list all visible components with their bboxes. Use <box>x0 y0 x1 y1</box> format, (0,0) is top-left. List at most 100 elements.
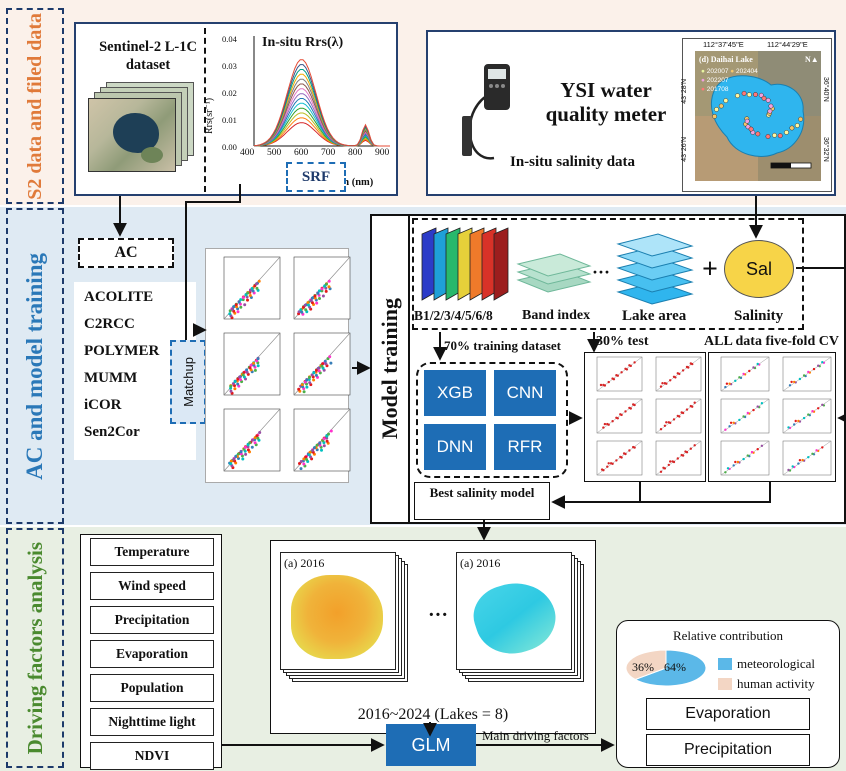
scatter-point <box>299 460 303 463</box>
result-point <box>724 428 727 431</box>
result-point <box>680 453 683 457</box>
scatter-point <box>246 443 250 447</box>
ysi-panel: YSI water quality meter In-situ salinity … <box>426 30 836 196</box>
result-point <box>807 370 810 374</box>
scatter-point <box>322 444 326 448</box>
model-rfr: RFR <box>494 424 556 470</box>
result-point <box>725 382 729 385</box>
scatter-point <box>248 366 252 370</box>
scatter-point <box>311 448 315 452</box>
map-right-tick-2: 36°32'N <box>822 137 829 162</box>
scatter-point <box>248 441 252 445</box>
map-top-ticks: 112°37'45"E 112°44'29"E <box>703 40 808 49</box>
scatter-point <box>302 462 306 466</box>
insitu-ylabel: Rrs(sr⁻¹) <box>204 97 215 134</box>
result-point <box>663 382 667 385</box>
scatter-point <box>329 361 333 365</box>
result-point <box>602 383 605 387</box>
result-point <box>606 422 609 426</box>
x-tick-label: 900 <box>375 148 390 158</box>
main-driving-label: Main driving factors <box>482 728 589 743</box>
pct-met: 64% <box>664 660 686 674</box>
sal-circle: Sal <box>724 240 794 298</box>
scatter-point <box>250 287 254 290</box>
result-point <box>633 361 636 364</box>
scatter-point <box>255 286 259 290</box>
sample-point <box>761 95 767 101</box>
scatter-point <box>238 375 241 379</box>
scatter-point <box>307 453 311 457</box>
result-point <box>619 455 622 459</box>
sentinel-panel: Sentinel-2 L-1C dataset In-situ Rrs(λ) R… <box>74 22 398 196</box>
scatter-point <box>236 310 240 314</box>
train-label: 70% training dataset <box>444 338 561 353</box>
salinity-label: Salinity <box>734 308 784 324</box>
result-point <box>672 418 676 421</box>
result-point <box>788 384 792 387</box>
scatter-point <box>309 299 313 303</box>
result-point <box>689 447 692 450</box>
x-tick-label: 500 <box>267 148 282 158</box>
result-point <box>681 369 685 372</box>
ac-method-item: POLYMER <box>84 343 160 359</box>
result-point <box>736 460 740 464</box>
sample-point <box>741 90 747 96</box>
sample-point <box>765 134 771 139</box>
ac-method-item: MUMM <box>84 370 138 386</box>
sample-point <box>798 116 804 122</box>
sample-point <box>768 103 774 109</box>
scatter-point <box>315 443 319 447</box>
scatter-point <box>255 282 258 286</box>
plus-icon: + <box>702 254 718 285</box>
result-point <box>801 458 804 462</box>
rrs-curve <box>254 122 390 147</box>
sample-point <box>777 133 783 139</box>
scatter-point <box>327 285 331 289</box>
result-point <box>793 423 796 426</box>
result-point <box>817 364 820 367</box>
scatter-point <box>237 300 241 304</box>
result-point <box>750 450 754 454</box>
scatter-point <box>304 308 308 312</box>
pie-slice-meteorological <box>633 649 707 687</box>
model-training-title: Model training <box>377 298 402 440</box>
result-point <box>676 372 679 375</box>
result-point <box>760 402 764 405</box>
rrs-curve <box>253 98 390 147</box>
matchup-label: Matchup <box>170 340 206 424</box>
scatter-point <box>314 373 318 377</box>
map-legend: ● 202007 ● 202404 ● 202207 ● 201708 <box>701 68 758 93</box>
result-point <box>797 462 800 465</box>
bands-label: B1/2/3/4/5/6/8 <box>414 308 493 323</box>
scatter-point <box>239 378 242 382</box>
factor-item: Population <box>90 674 214 702</box>
scatter-point <box>307 376 311 379</box>
result-point <box>680 411 683 414</box>
scatter-point <box>248 294 252 297</box>
result-point <box>812 367 816 371</box>
sample-point <box>794 123 800 128</box>
result-point <box>752 366 755 369</box>
map-stack-b: (a) 2016 <box>456 552 584 682</box>
rrs-curve <box>253 83 390 147</box>
sample-point <box>712 113 718 119</box>
scatter-point <box>328 355 332 359</box>
scatter-point <box>241 296 245 300</box>
scatter-point <box>297 387 301 391</box>
pie-slice-human <box>625 649 667 681</box>
result-point <box>685 408 689 411</box>
result-point <box>728 382 731 385</box>
map-right-tick-1: 36°40'N <box>822 77 829 102</box>
scatter-point <box>300 310 304 314</box>
scatter-point <box>245 370 249 374</box>
scatter-point <box>229 384 233 388</box>
result-point <box>802 416 806 420</box>
scatter-point <box>253 284 257 288</box>
scatter-point <box>241 373 245 377</box>
scatter-point <box>300 383 304 387</box>
scatter-point <box>236 382 240 386</box>
band-index-icon <box>516 253 592 293</box>
scatter-point <box>255 434 259 438</box>
y-tick-label: 0.03 <box>222 61 237 71</box>
scatter-point <box>324 282 328 286</box>
